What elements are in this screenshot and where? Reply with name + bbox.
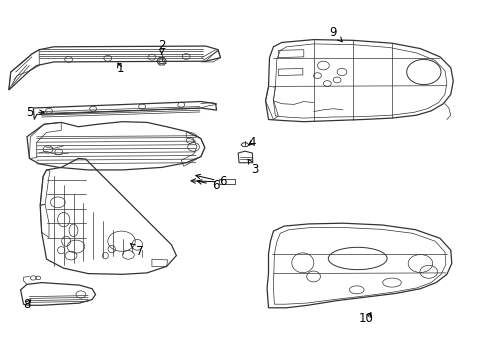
- Text: 6: 6: [196, 174, 227, 188]
- Text: 3: 3: [248, 159, 259, 176]
- Text: 10: 10: [359, 312, 374, 325]
- Text: 5: 5: [25, 106, 44, 119]
- Text: 4: 4: [248, 136, 256, 149]
- Text: 1: 1: [116, 62, 124, 75]
- Text: 7: 7: [131, 244, 144, 258]
- Text: 6: 6: [197, 179, 220, 192]
- Text: 8: 8: [23, 298, 31, 311]
- Text: 9: 9: [329, 26, 342, 42]
- Text: 2: 2: [158, 39, 166, 54]
